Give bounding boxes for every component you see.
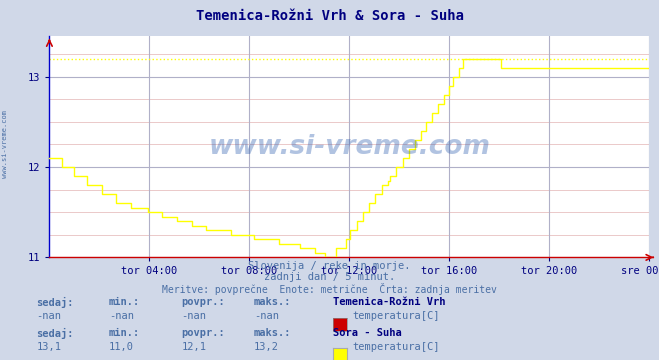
Text: www.si-vreme.com: www.si-vreme.com (2, 110, 9, 178)
Text: www.si-vreme.com: www.si-vreme.com (208, 134, 490, 160)
Text: -nan: -nan (109, 311, 134, 321)
Text: sedaj:: sedaj: (36, 328, 74, 339)
Text: 13,2: 13,2 (254, 342, 279, 352)
Text: zadnji dan / 5 minut.: zadnji dan / 5 minut. (264, 272, 395, 282)
Text: 12,1: 12,1 (181, 342, 206, 352)
Text: min.:: min.: (109, 328, 140, 338)
Text: 11,0: 11,0 (109, 342, 134, 352)
Text: sedaj:: sedaj: (36, 297, 74, 308)
Text: -nan: -nan (254, 311, 279, 321)
Text: povpr.:: povpr.: (181, 328, 225, 338)
Text: 13,1: 13,1 (36, 342, 61, 352)
Text: Temenica-Rožni Vrh & Sora - Suha: Temenica-Rožni Vrh & Sora - Suha (196, 9, 463, 23)
Text: Temenica-Rožni Vrh: Temenica-Rožni Vrh (333, 297, 445, 307)
Text: temperatura[C]: temperatura[C] (353, 311, 440, 321)
Text: povpr.:: povpr.: (181, 297, 225, 307)
Text: maks.:: maks.: (254, 297, 291, 307)
Text: maks.:: maks.: (254, 328, 291, 338)
Text: -nan: -nan (36, 311, 61, 321)
Text: min.:: min.: (109, 297, 140, 307)
Text: -nan: -nan (181, 311, 206, 321)
Text: temperatura[C]: temperatura[C] (353, 342, 440, 352)
Text: Sora - Suha: Sora - Suha (333, 328, 401, 338)
Text: Slovenija / reke in morje.: Slovenija / reke in morje. (248, 261, 411, 271)
Text: Meritve: povprečne  Enote: metrične  Črta: zadnja meritev: Meritve: povprečne Enote: metrične Črta:… (162, 283, 497, 294)
